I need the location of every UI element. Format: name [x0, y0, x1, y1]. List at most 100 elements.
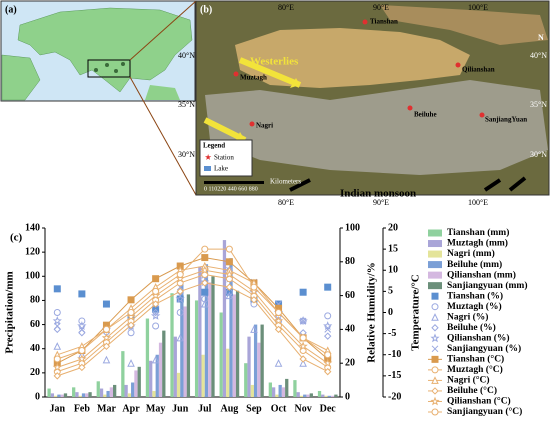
y3-axis-label: Temperature/°C [410, 274, 422, 351]
bar [57, 394, 61, 397]
humidity-point [53, 285, 61, 293]
legend-swatch [430, 333, 440, 343]
bar [183, 306, 187, 397]
humidity-point [102, 355, 111, 364]
temperature-point [102, 325, 110, 333]
y-tick-label: 60 [30, 319, 40, 330]
legend-label: Beiluhe (°C) [447, 385, 497, 396]
humidity-point [324, 326, 332, 333]
legend-label: Muztagh (%) [447, 301, 502, 312]
legend-swatch [431, 345, 439, 353]
bar [211, 276, 215, 397]
y-tick-label: 140 [25, 222, 40, 233]
legend-label: Qilianshan (mm) [447, 269, 516, 280]
temperature-point [201, 254, 209, 262]
bar [268, 382, 272, 397]
x-tick-label: Feb [74, 403, 91, 414]
lat-label: 35°N [178, 100, 195, 109]
legend-swatch [428, 271, 442, 279]
humidity-point [200, 299, 209, 308]
bar [186, 294, 191, 397]
bar [204, 264, 209, 397]
x-tick-label: Dec [320, 403, 337, 414]
desert [380, 5, 548, 45]
x-tick-label: Jan [50, 403, 66, 414]
temperature-point [78, 363, 86, 372]
temperature-line [57, 248, 328, 360]
x-tick-label: Jun [172, 403, 189, 414]
station-label: Qilianshan [462, 66, 495, 74]
bar [50, 393, 55, 397]
humidity-point [53, 342, 62, 350]
legend-swatch [431, 303, 439, 311]
x-tick-label: May [146, 403, 165, 414]
map-legend-icon [204, 166, 211, 171]
station [479, 112, 485, 118]
x-tick-label: Oct [271, 403, 287, 414]
bar [162, 330, 166, 397]
temperature-point [152, 275, 160, 283]
bar [306, 394, 310, 397]
bar [260, 324, 264, 397]
zoom-line [129, 76, 197, 196]
bar [54, 395, 58, 397]
map-legend-icon: ★ [205, 154, 212, 162]
plateau [205, 80, 548, 175]
station-label: Nagri [256, 122, 273, 130]
map-a-land [145, 85, 180, 100]
station-markers [233, 19, 485, 127]
y2-tick-label: 20 [345, 357, 355, 368]
bar [299, 395, 304, 397]
temperature-point [127, 309, 135, 316]
map-a-land [1, 54, 41, 101]
bar [155, 354, 159, 397]
legend-label: Tianshan (mm) [447, 227, 509, 238]
temperature-point [53, 372, 61, 380]
bar [109, 387, 114, 397]
y3-tick-label: 20 [388, 222, 398, 233]
y3-tick-label: -5 [388, 328, 396, 339]
bar [176, 372, 181, 397]
temperature-point [77, 354, 87, 363]
legend-swatch [431, 376, 439, 384]
humidity-point [127, 359, 135, 367]
station-label: Muztagh [240, 74, 267, 82]
temperature-point [324, 351, 332, 359]
map-a-land [17, 7, 193, 93]
station-dot [94, 68, 98, 72]
map-legend-title: Legend [203, 142, 225, 150]
legend-swatch [428, 240, 442, 248]
humidity-point [77, 321, 87, 331]
north-arrow: N [538, 33, 544, 42]
temperature-point [250, 296, 258, 304]
temperature-point [176, 287, 184, 296]
legend-label: Qilianshan (°C) [447, 396, 511, 407]
bar [278, 384, 282, 397]
station-dot [105, 63, 109, 67]
legend-swatch [430, 396, 440, 406]
bar [158, 342, 163, 397]
station-label: SanjiangYuan [485, 116, 527, 124]
legend-label: Sanjiangyuan (mm) [447, 280, 528, 291]
basin [235, 28, 470, 88]
bar [78, 395, 82, 397]
westerlies-label: Westerlies [250, 56, 299, 68]
legend-swatch [431, 408, 439, 416]
temperature-point [298, 341, 308, 351]
bar [250, 384, 254, 397]
y3-tick-label: 5 [388, 286, 393, 297]
bar [99, 388, 104, 397]
temperature-point [200, 265, 210, 275]
bar [324, 395, 328, 397]
bar [63, 393, 68, 397]
station-label: Beiluhe [414, 111, 437, 119]
bar [127, 393, 132, 397]
humidity-point [250, 325, 258, 333]
legend-label: Nagri (mm) [447, 248, 495, 259]
temperature-line [57, 265, 328, 356]
temperature-point [275, 309, 283, 316]
bar [293, 380, 297, 397]
lon-label: 80°E [278, 198, 294, 207]
humidity-point [78, 317, 86, 325]
humidity-point [127, 329, 135, 337]
